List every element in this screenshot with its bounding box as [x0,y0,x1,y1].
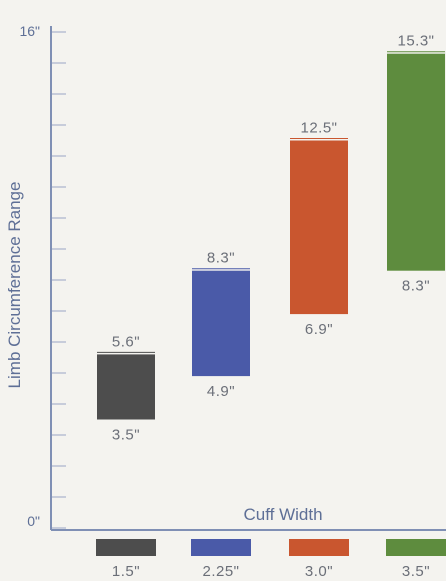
y-tick-min-label: 0" [27,513,40,529]
y-tick-max-label: 16" [19,23,40,39]
range-bar-3 [290,140,348,315]
legend-swatch [386,539,446,556]
range-low-label: 3.5" [112,427,140,444]
range-high-label: 8.3" [207,250,235,267]
range-bar-1 [97,354,155,420]
y-axis-ticks [51,31,66,529]
category-label: 3.5" [402,563,430,580]
range-low-label: 4.9" [207,383,235,400]
range-low-label: 8.3" [402,278,430,295]
range-bars: 5.6" 3.5" 8.3" 4.9" 12.5" 6.9" 15.3" 8.3" [97,33,445,444]
range-high-label: 5.6" [112,333,140,350]
range-high-label: 12.5" [300,120,337,137]
legend-swatch [96,539,156,556]
category-label: 1.5" [112,563,140,580]
x-axis-title: Cuff Width [243,505,322,524]
legend-swatch [191,539,251,556]
category-label: 2.25" [202,563,239,580]
category-label: 3.0" [305,563,333,580]
range-bar-4 [387,53,445,271]
legend: 1.5" 2.25" 3.0" 3.5" [96,539,446,580]
range-bar-2 [192,270,250,377]
range-low-label: 6.9" [305,321,333,338]
legend-swatch [289,539,349,556]
range-high-label: 15.3" [397,33,434,50]
y-axis-title: Limb Circumference Range [5,182,24,389]
